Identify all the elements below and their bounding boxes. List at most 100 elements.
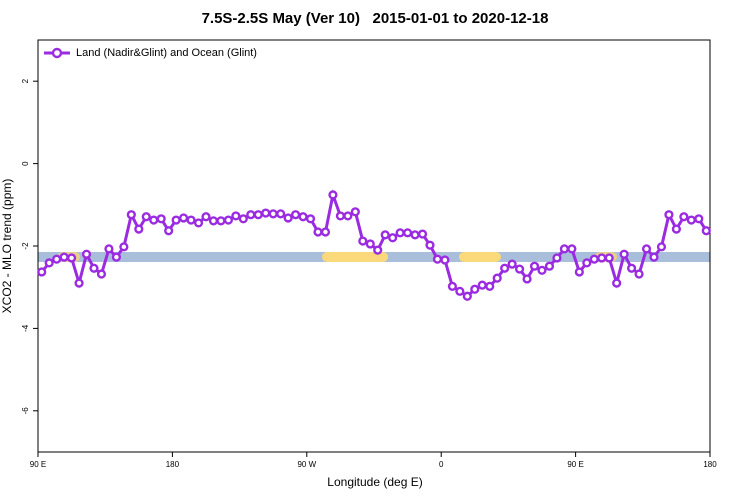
y-axis-label: XCO2 - MLO trend (ppm) — [0, 179, 14, 314]
point — [500, 263, 510, 273]
point — [455, 286, 465, 296]
point — [589, 254, 599, 264]
x-tick-label: 0 — [439, 460, 444, 469]
point — [223, 215, 234, 225]
point — [261, 208, 271, 218]
point — [66, 253, 77, 263]
point — [552, 253, 562, 263]
point — [74, 278, 84, 288]
legend-label: Land (Nadir&Glint) and Ocean (Glint) — [76, 47, 257, 59]
point — [514, 264, 525, 274]
x-tick-label: 180 — [166, 460, 180, 469]
point — [597, 253, 607, 263]
land-band — [459, 252, 501, 262]
point — [671, 224, 682, 234]
point — [641, 244, 652, 254]
point — [686, 215, 696, 225]
point — [634, 269, 644, 279]
point — [567, 244, 577, 254]
point — [37, 267, 47, 277]
point — [246, 210, 256, 220]
y-tick-label: 0 — [21, 161, 30, 166]
point — [537, 265, 547, 275]
point — [507, 259, 517, 269]
point — [492, 273, 502, 283]
point — [425, 240, 435, 250]
point — [201, 212, 211, 222]
x-tick-label: 90 E — [30, 460, 46, 469]
point — [380, 230, 390, 240]
x-tick-label: 90 E — [567, 460, 583, 469]
point — [403, 228, 413, 238]
y-tick-label: -2 — [21, 242, 30, 250]
point — [305, 214, 316, 224]
point — [649, 252, 659, 262]
point — [216, 216, 226, 226]
point — [328, 190, 338, 200]
point — [522, 274, 532, 284]
point — [559, 244, 570, 254]
point — [156, 214, 166, 224]
point — [656, 242, 667, 252]
point — [701, 226, 711, 236]
point — [253, 210, 263, 220]
point — [373, 245, 383, 255]
point — [141, 212, 151, 222]
point — [350, 207, 360, 217]
point — [89, 263, 99, 273]
chart-title: 7.5S-2.5S May (Ver 10) 2015-01-01 to 202… — [202, 10, 549, 27]
x-tick-label: 180 — [703, 460, 717, 469]
x-tick-label: 90 W — [297, 460, 316, 469]
point — [470, 284, 480, 294]
point — [529, 261, 540, 271]
point — [313, 227, 323, 237]
point — [544, 261, 555, 271]
point — [111, 252, 122, 262]
point — [164, 226, 174, 236]
point — [485, 281, 495, 291]
point — [432, 254, 443, 264]
point — [574, 267, 584, 277]
point — [268, 209, 278, 219]
x-axis-label: Longitude (deg E) — [327, 475, 422, 489]
point — [477, 280, 487, 290]
point — [231, 211, 241, 221]
point — [276, 209, 286, 219]
point — [149, 215, 159, 225]
point — [171, 215, 181, 225]
point — [134, 224, 144, 234]
y-tick-label: -4 — [21, 324, 30, 332]
land-band — [322, 252, 388, 262]
point — [238, 214, 248, 224]
point — [52, 254, 62, 264]
point — [335, 211, 346, 221]
point — [104, 244, 114, 254]
point — [694, 214, 704, 224]
point — [119, 242, 129, 252]
point — [664, 210, 674, 220]
point — [320, 227, 331, 237]
point — [81, 249, 92, 259]
point — [462, 291, 472, 301]
point — [440, 255, 450, 265]
point — [679, 212, 689, 222]
point — [388, 233, 398, 243]
point — [604, 253, 614, 263]
point — [582, 258, 592, 268]
point — [193, 218, 204, 228]
point — [126, 210, 136, 220]
point — [291, 210, 301, 220]
point — [179, 213, 189, 223]
point — [96, 269, 107, 279]
y-tick-label: -6 — [21, 407, 30, 415]
point — [358, 236, 368, 246]
point — [186, 215, 196, 225]
y-tick-label: 2 — [21, 78, 30, 83]
point — [298, 212, 308, 222]
point — [612, 278, 622, 288]
legend-marker — [51, 47, 63, 59]
point — [365, 239, 375, 249]
point — [283, 213, 293, 223]
point — [343, 211, 353, 221]
